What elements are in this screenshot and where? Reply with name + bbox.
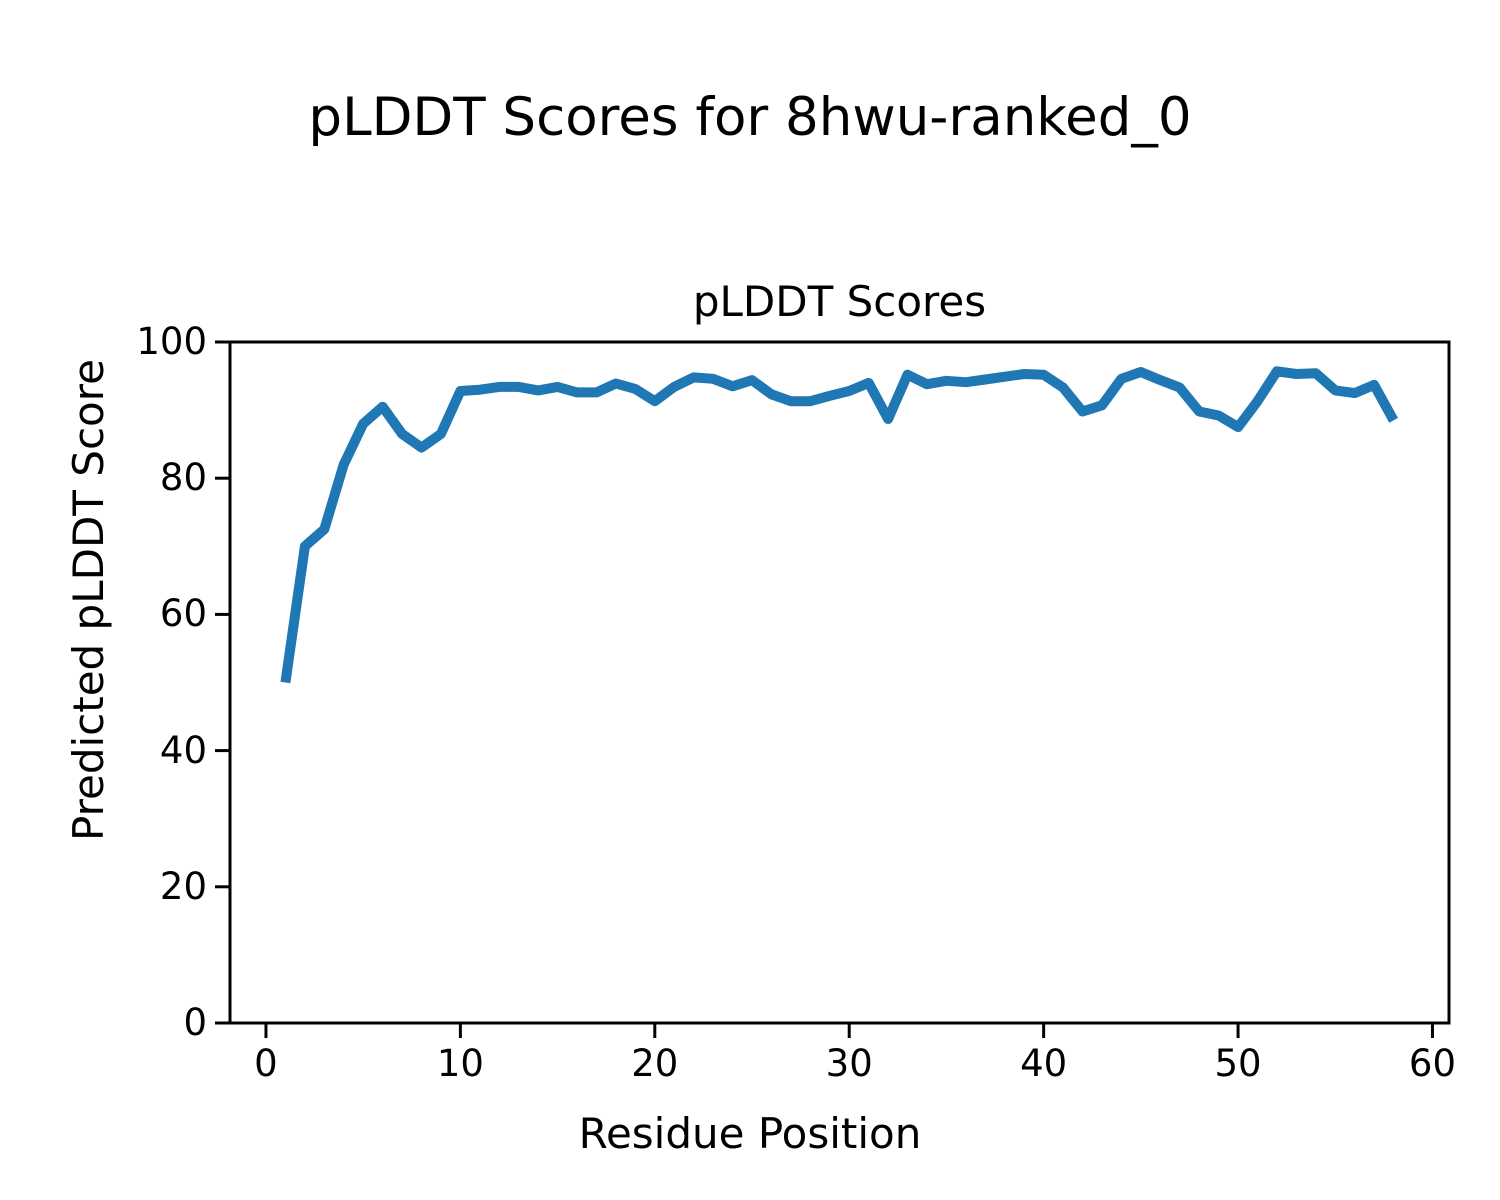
y-tick-label: 0: [183, 1001, 207, 1044]
figure-title: pLDDT Scores for 8hwu-ranked_0: [308, 87, 1192, 148]
x-tick-label: 40: [1020, 1042, 1068, 1085]
x-tick-label: 30: [825, 1042, 873, 1085]
y-axis-label: Predicted pLDDT Score: [64, 359, 113, 841]
x-tick-label: 0: [254, 1042, 278, 1085]
y-tick-label: 40: [159, 728, 207, 772]
y-tick-label: 80: [159, 456, 207, 500]
x-tick-label: 50: [1214, 1042, 1262, 1085]
x-tick-label: 20: [631, 1042, 679, 1085]
x-tick-label: 10: [436, 1042, 484, 1085]
y-tick-label: 20: [159, 864, 207, 908]
x-tick-label: 60: [1408, 1042, 1457, 1085]
y-tick-label: 60: [159, 592, 207, 636]
plddt-score-line: [280, 366, 1398, 684]
axes-spines: [228, 340, 1451, 1025]
y-tick-label: 100: [136, 320, 207, 363]
axes-title: pLDDT Scores: [692, 277, 987, 326]
x-axis-label: Residue Position: [578, 1109, 922, 1158]
